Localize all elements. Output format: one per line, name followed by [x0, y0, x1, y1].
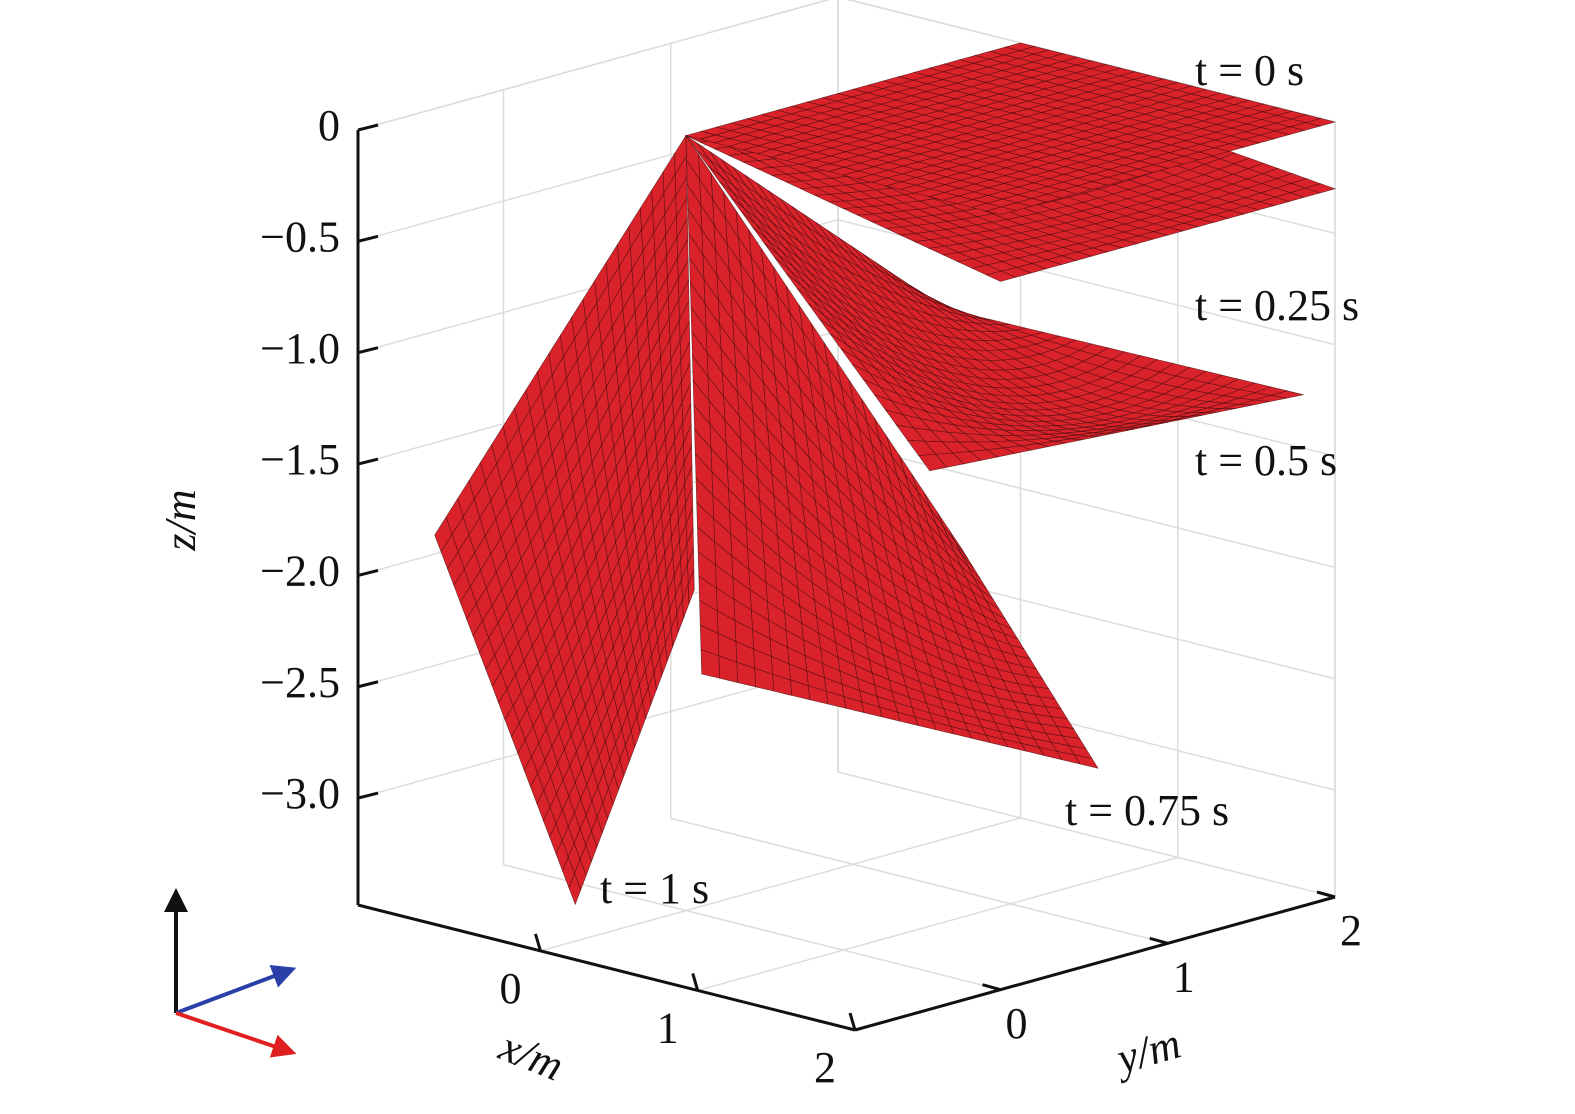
grid-line [540, 817, 1021, 952]
grid-line [837, 441, 1336, 569]
y-tick-label: 1 [1173, 952, 1195, 1001]
z-tick [357, 791, 379, 800]
z-tick-label: −1.5 [260, 435, 340, 484]
y-tick [982, 983, 1001, 992]
surface-label: t = 1 s [600, 864, 709, 913]
surface-label: t = 0 s [1195, 46, 1304, 95]
mesh-cell [674, 134, 687, 176]
z-tick-label: −3.0 [260, 769, 340, 818]
grid-line [697, 856, 1178, 992]
z-tick-label: −1.0 [260, 324, 340, 373]
z-tick [357, 568, 379, 577]
y-tick-label: 0 [1006, 999, 1028, 1048]
labels: t = 0.5 s t = 0.25 s t = 0 s t = 0.75 s t = … [600, 46, 1359, 913]
mesh-cell [985, 206, 1017, 215]
axes: −3.0 −2.5 −2.0 −1.5 −1.0 −0.5 0 0 1 2 0 1 2 [260, 101, 1362, 1092]
z-tick [357, 234, 379, 243]
surfaces [434, 42, 1337, 906]
surface [685, 135, 1304, 472]
orientation-triad [164, 888, 297, 1058]
y-tick [1149, 936, 1169, 945]
x-axis [357, 903, 856, 1032]
grid-line [837, 771, 1336, 898]
triad-y [175, 964, 297, 1015]
x-tick [848, 1012, 857, 1031]
z-tick [357, 346, 379, 355]
z-tick-label: −0.5 [260, 212, 340, 261]
mesh-cell [568, 872, 581, 906]
z-tick [357, 457, 379, 466]
mesh-cell [918, 454, 948, 472]
x-tick-label: 0 [499, 964, 521, 1013]
grid-line [503, 863, 1001, 991]
grid-line [670, 817, 1168, 945]
y-axis [854, 895, 1336, 1032]
x-tick-label: 2 [814, 1043, 836, 1092]
surface [434, 134, 695, 906]
x-axis-label: x/m [492, 1021, 570, 1091]
x-tick [691, 973, 700, 991]
surface-label: t = 0.25 s [1195, 281, 1359, 330]
z-tick [357, 123, 379, 132]
z-tick-label: 0 [318, 101, 340, 150]
surface [685, 134, 1099, 769]
x-tick-label: 1 [657, 1004, 679, 1053]
z-axis-label: z/m [156, 489, 205, 551]
surface-label: t = 0.75 s [1065, 786, 1229, 835]
z-tick-label: −2.5 [260, 658, 340, 707]
box-edge [357, 0, 830, 131]
x-tick [534, 933, 542, 952]
triad-x [175, 1011, 297, 1058]
y-tick [1316, 890, 1336, 899]
surface [684, 42, 1337, 215]
mesh-cell [985, 270, 1017, 282]
z-tick [357, 680, 379, 689]
z-tick-label: −2.0 [260, 546, 340, 595]
y-tick-label: 2 [1340, 906, 1362, 955]
y-axis-label: y/m [1108, 1018, 1186, 1084]
surface-label: t = 0.5 s [1195, 436, 1337, 485]
